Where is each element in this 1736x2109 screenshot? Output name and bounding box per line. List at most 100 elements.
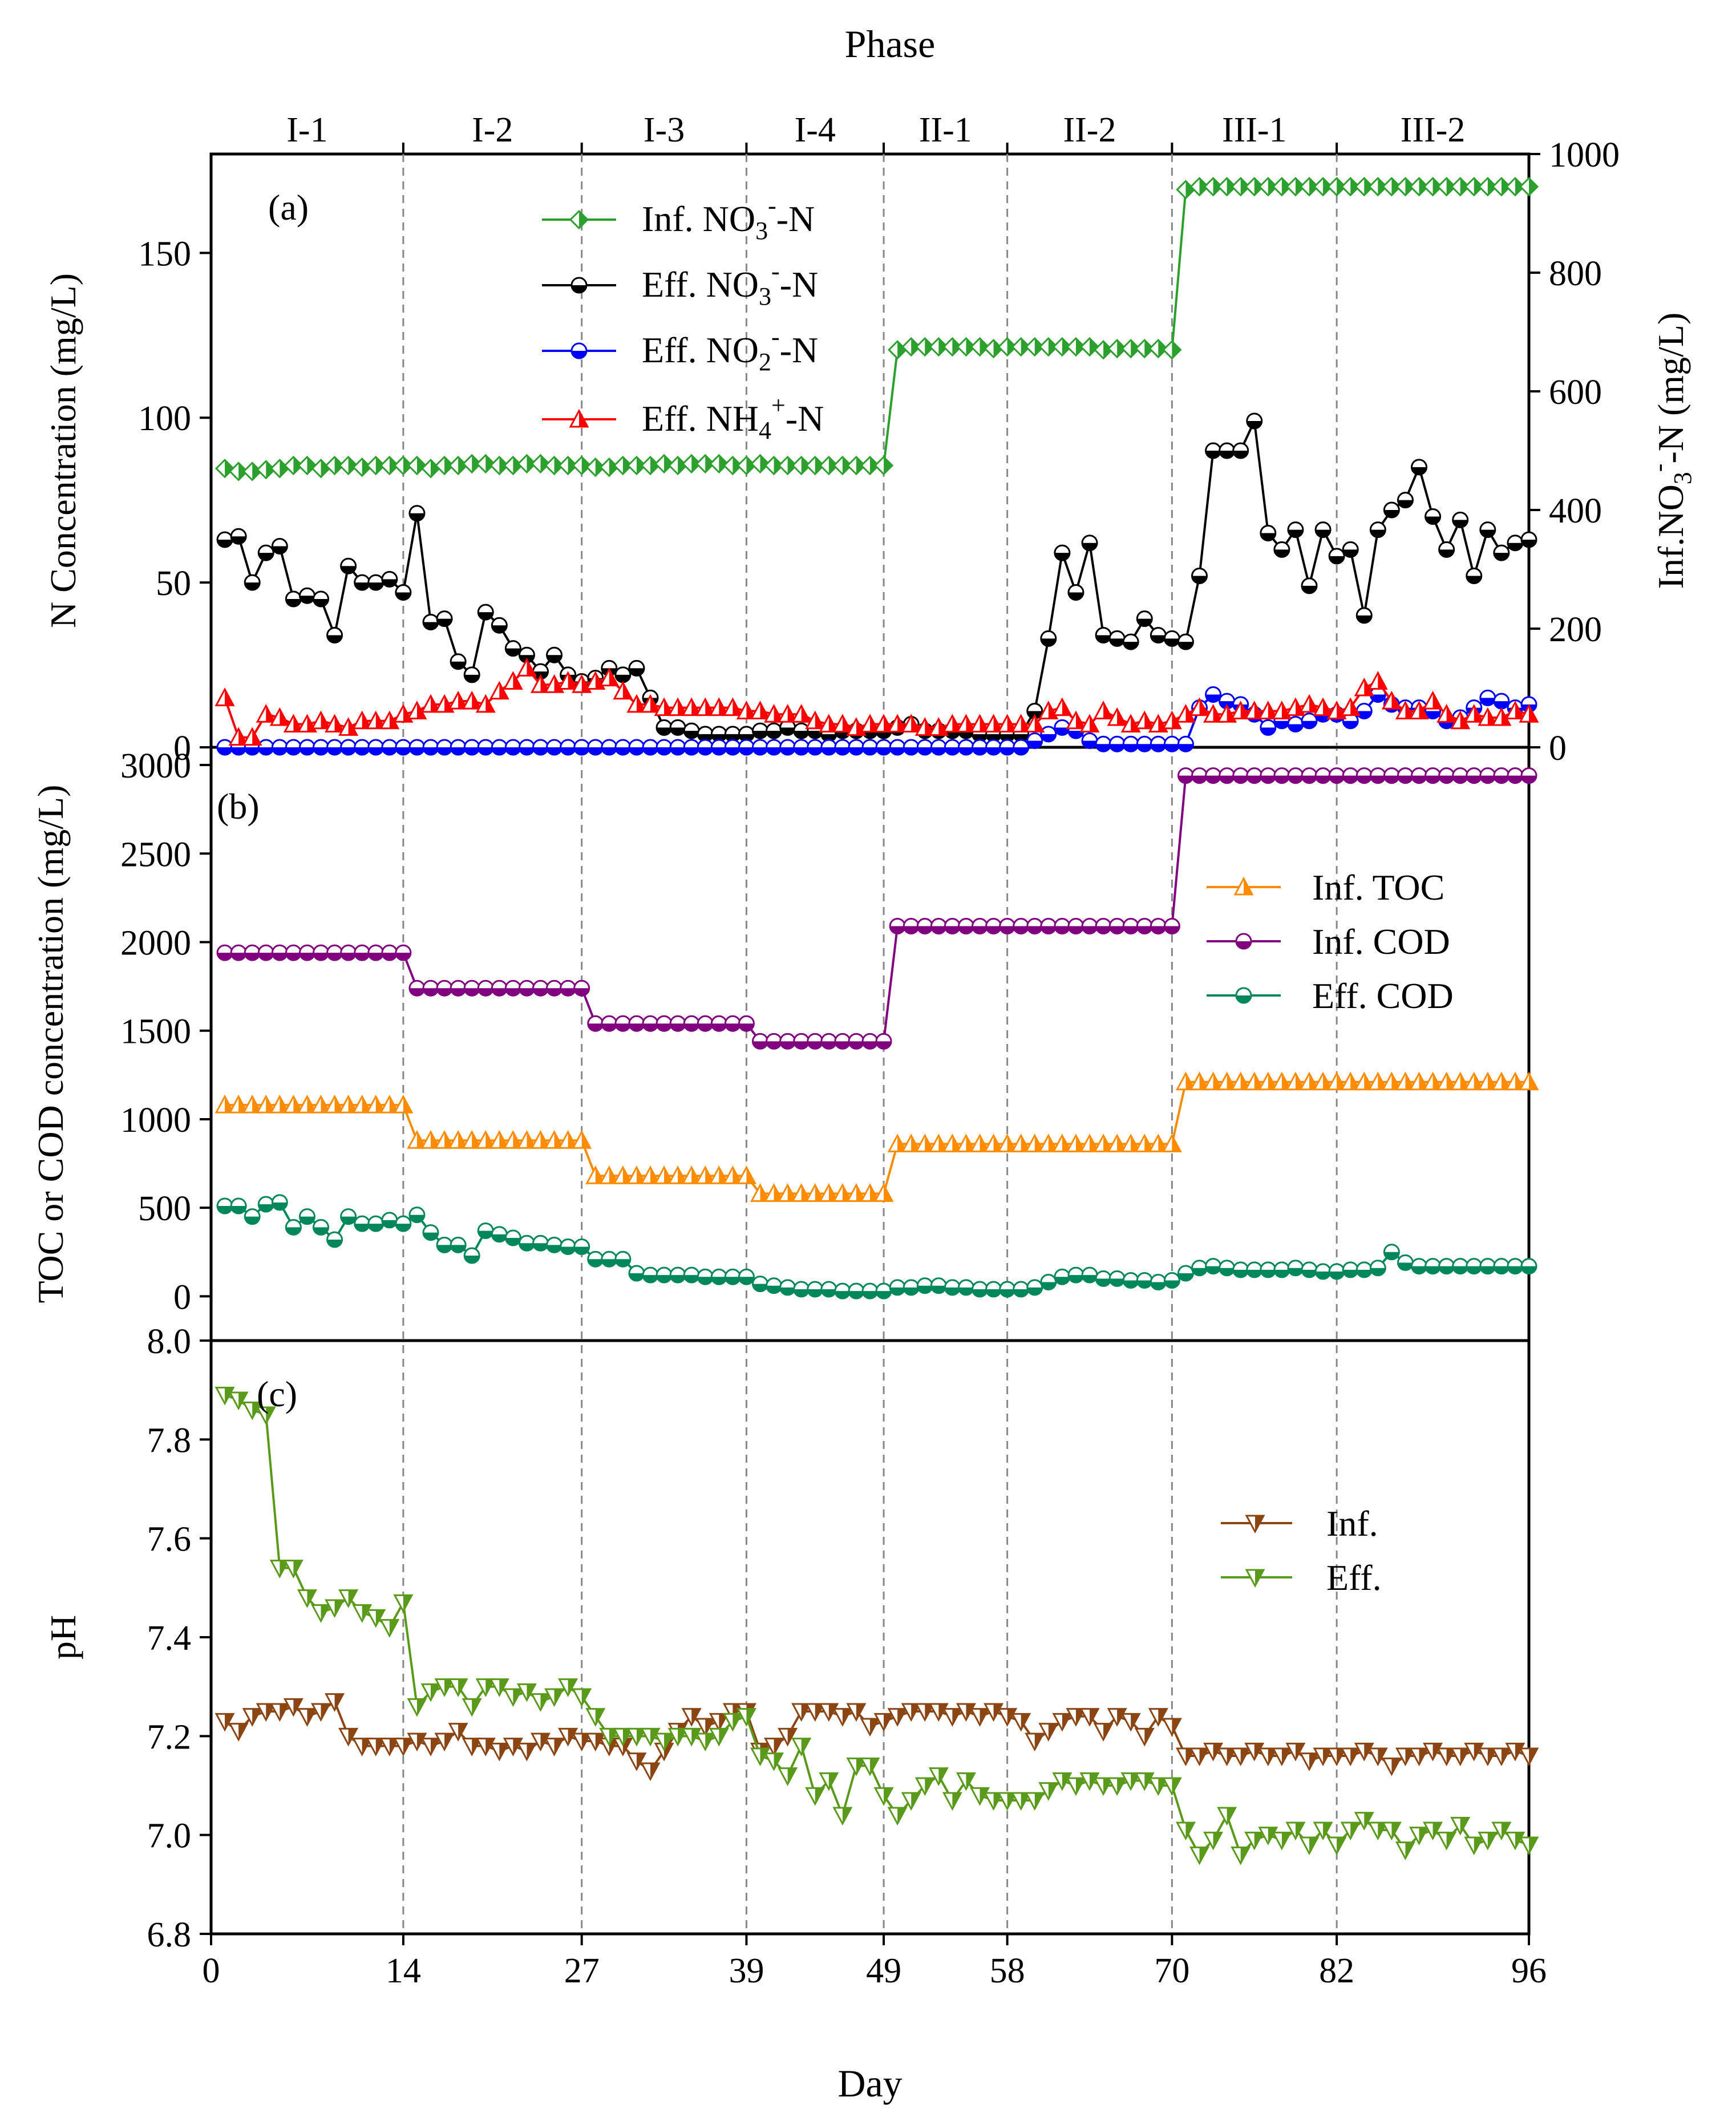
svg-text:Eff. COD: Eff. COD [1312, 975, 1454, 1016]
data-point [1244, 1831, 1265, 1851]
data-point [475, 1738, 496, 1756]
data-point [1340, 1821, 1361, 1841]
data-point [1423, 1821, 1443, 1841]
data-point [271, 739, 288, 756]
data-point [1301, 577, 1318, 594]
data-point [1411, 1258, 1427, 1275]
data-point [640, 694, 661, 713]
data-point [1287, 521, 1304, 539]
data-point [448, 1723, 468, 1742]
data-point [422, 1224, 439, 1241]
data-point [1040, 630, 1057, 647]
data-point [256, 1406, 276, 1426]
data-point [1205, 686, 1222, 703]
data-point [834, 739, 851, 756]
data-point [1355, 607, 1373, 624]
data-point [1314, 521, 1332, 539]
data-point [1081, 918, 1098, 935]
data-point [230, 944, 247, 961]
data-point [491, 1226, 508, 1243]
data-point [1191, 568, 1208, 585]
data-point [228, 1391, 249, 1411]
data-point [819, 1183, 839, 1202]
data-point [1326, 1747, 1347, 1767]
data-point [1038, 1723, 1059, 1742]
data-point [352, 1604, 373, 1623]
data-point [477, 604, 494, 621]
ylabel-c: pH [43, 1615, 83, 1659]
data-point [326, 944, 343, 961]
data-point [436, 610, 453, 628]
y-tick-label: 50 [156, 564, 191, 603]
data-point [860, 1757, 880, 1776]
series-points-ph_inf [215, 1693, 1539, 1782]
data-point [681, 1708, 702, 1727]
data-point [1122, 918, 1139, 935]
data-point [313, 739, 329, 756]
data-point [1258, 1827, 1278, 1845]
data-point [1232, 767, 1249, 784]
data-point [1079, 337, 1100, 357]
data-point [1450, 1816, 1471, 1836]
data-point [477, 979, 494, 997]
data-point [1217, 1747, 1237, 1767]
data-point [407, 455, 427, 476]
data-point [903, 918, 920, 935]
data-point [489, 1742, 509, 1762]
svg-text:Eff. NH44+-N: Eff. NH44+-N [642, 391, 824, 444]
data-point [601, 1250, 618, 1268]
data-point [1466, 767, 1483, 784]
data-point [395, 944, 412, 961]
data-point [999, 739, 1016, 756]
data-point [930, 918, 947, 935]
data-point [1409, 1747, 1430, 1767]
data-point [298, 1208, 315, 1225]
data-point [752, 739, 768, 756]
phase-label: I-3 [644, 111, 685, 149]
data-point [1025, 1792, 1045, 1811]
data-point [1369, 767, 1386, 784]
data-point [531, 454, 551, 474]
data-point [463, 666, 480, 683]
svg-text:Eff.: Eff. [1326, 1557, 1382, 1598]
data-point [1095, 1270, 1112, 1287]
data-point [1122, 1272, 1139, 1289]
phase-title: Phase [845, 22, 936, 66]
data-point [709, 1727, 729, 1747]
data-point [1038, 1782, 1059, 1801]
data-point [724, 1268, 741, 1285]
data-point [450, 739, 467, 756]
y2-tick-label: 1000 [1549, 136, 1620, 175]
data-point [367, 1215, 385, 1232]
data-point [310, 1604, 331, 1623]
x-tick-label: 96 [1511, 1952, 1547, 1990]
legend-marker-inf_toc [1233, 876, 1254, 896]
data-point [1287, 767, 1304, 784]
panel-label-b: (b) [217, 786, 260, 827]
data-point [655, 719, 673, 736]
legend-item-eff-nh4: Eff. NH44+-N [542, 391, 824, 444]
data-point [1150, 918, 1167, 935]
data-point [1093, 701, 1114, 719]
data-point [1354, 1742, 1374, 1762]
data-point [393, 1594, 414, 1613]
svg-text:Eff. NO3--N: Eff. NO3--N [642, 257, 818, 310]
data-point [832, 1708, 853, 1727]
phase-label: II-1 [919, 111, 972, 149]
data-point [614, 1250, 632, 1268]
data-point [1425, 1258, 1442, 1275]
xlabel: Day [837, 2062, 902, 2105]
data-point [1383, 767, 1400, 784]
data-point [793, 1281, 810, 1298]
data-point [683, 1266, 700, 1284]
data-point [546, 1236, 563, 1253]
data-point [1108, 1270, 1126, 1287]
data-point [1326, 1071, 1347, 1091]
data-point [942, 1708, 962, 1727]
data-point [888, 340, 908, 360]
data-point [340, 944, 357, 961]
data-point [215, 1713, 235, 1732]
data-point [861, 739, 879, 756]
x-tick-label: 49 [866, 1952, 901, 1990]
